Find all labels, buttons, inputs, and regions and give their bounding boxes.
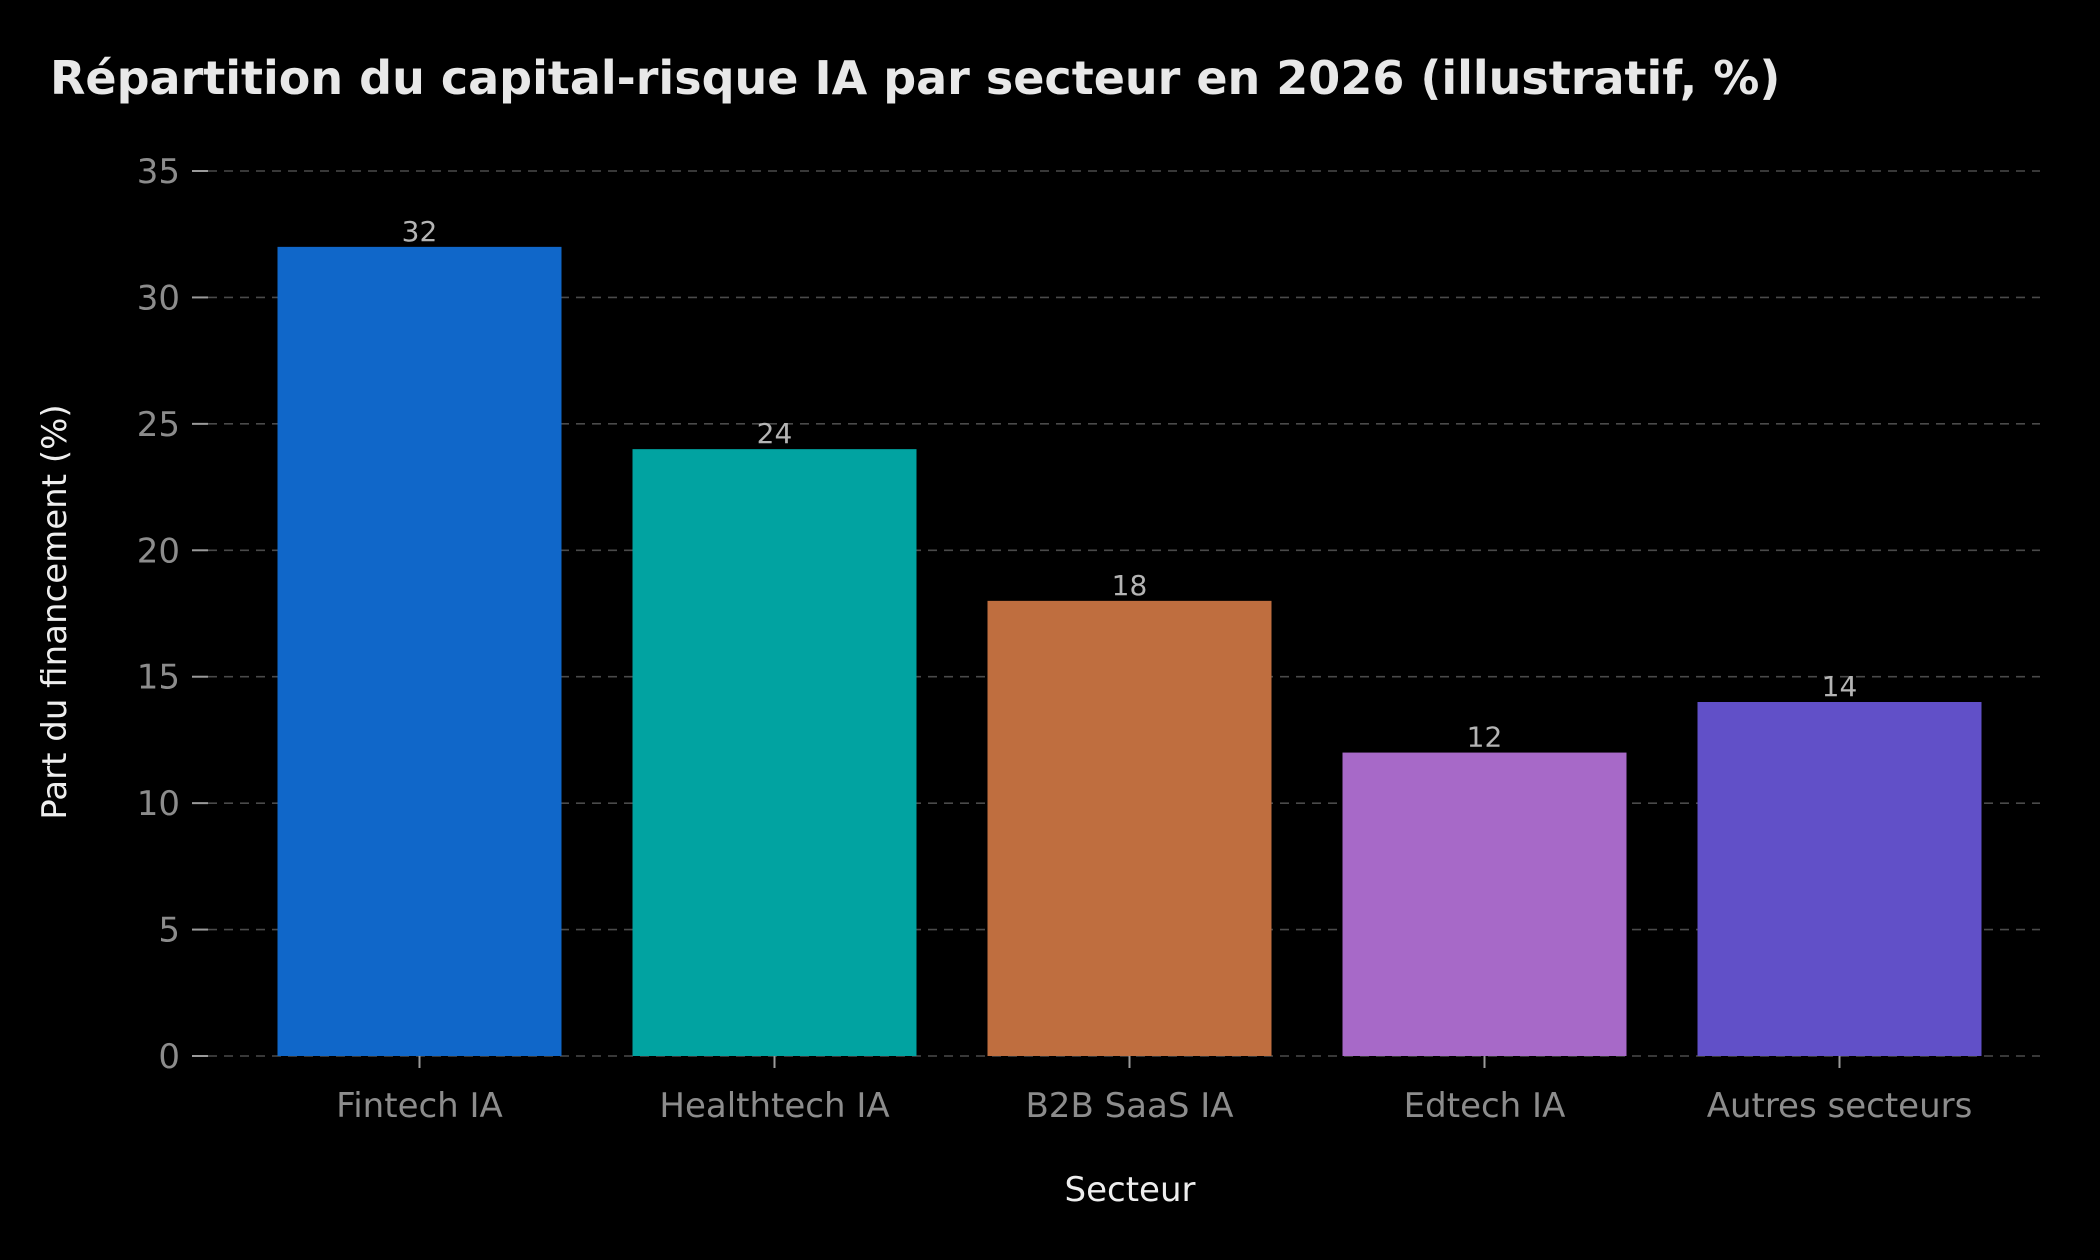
data-label: 14 xyxy=(1822,670,1858,703)
bars xyxy=(277,246,1982,1057)
y-tick-label: 30 xyxy=(137,278,180,318)
y-axis-title: Part du financement (%) xyxy=(35,404,75,819)
x-tick-label: Healthtech IA xyxy=(659,1086,889,1126)
data-label: 18 xyxy=(1112,569,1148,602)
y-tick-label: 5 xyxy=(158,911,180,951)
bar xyxy=(987,600,1272,1056)
y-tick-label: 0 xyxy=(158,1037,180,1077)
x-axis-title: Secteur xyxy=(1065,1170,1196,1210)
data-labels: 32 24 18 12 14 xyxy=(402,215,1858,754)
data-label: 24 xyxy=(757,417,793,450)
bar xyxy=(277,246,562,1056)
x-tick-label: Fintech IA xyxy=(336,1086,503,1126)
x-tick-label: Autres secteurs xyxy=(1707,1086,1973,1126)
y-axis: 0 5 10 15 20 25 30 35 xyxy=(137,152,208,1077)
bar xyxy=(1697,702,1982,1056)
chart-title: Répartition du capital-risque IA par sec… xyxy=(50,51,1780,105)
data-label: 12 xyxy=(1467,721,1503,754)
y-tick-label: 35 xyxy=(137,152,180,192)
x-axis: Fintech IA Healthtech IA B2B SaaS IA Edtech… xyxy=(336,1056,1972,1126)
x-tick-label: Edtech IA xyxy=(1404,1086,1566,1126)
y-tick-label: 25 xyxy=(137,405,180,445)
y-tick-label: 15 xyxy=(137,658,180,698)
bar xyxy=(632,449,917,1057)
data-label: 32 xyxy=(402,215,438,248)
y-tick-label: 10 xyxy=(137,784,180,824)
bar xyxy=(1342,752,1627,1056)
x-tick-label: B2B SaaS IA xyxy=(1025,1086,1233,1126)
y-tick-label: 20 xyxy=(137,531,180,571)
